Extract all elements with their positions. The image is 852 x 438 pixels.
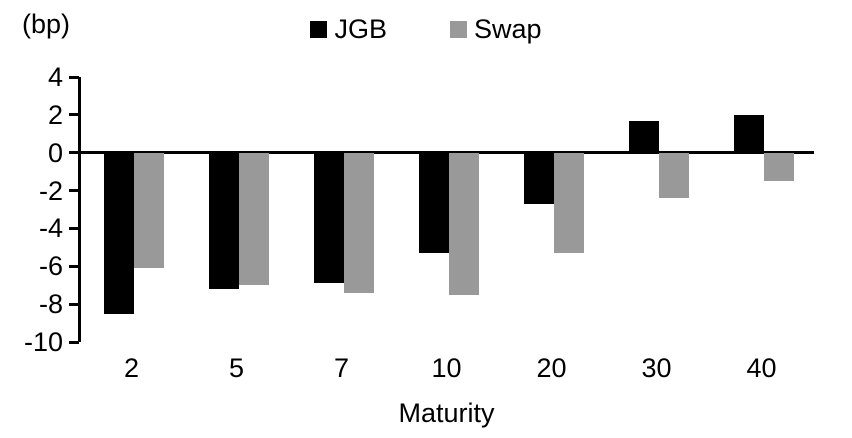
bar-jgb-5: [208, 152, 239, 289]
y-tick: [69, 75, 79, 79]
y-tick-label: -4: [38, 213, 63, 244]
y-tick-label: -6: [38, 251, 63, 282]
x-tick-label: 20: [536, 353, 567, 383]
bar-swap-5: [238, 152, 269, 286]
y-tick: [69, 226, 79, 230]
x-tick-label: 5: [228, 353, 245, 383]
jgb-swatch-icon: [310, 21, 328, 38]
bar-swap-7: [343, 152, 374, 293]
bar-jgb-2: [103, 152, 134, 314]
legend-label-jgb: JGB: [334, 14, 387, 44]
x-tick-label: 40: [746, 353, 777, 383]
y-tick: [69, 264, 79, 268]
y-tick: [69, 189, 79, 193]
y-tick-label: -8: [38, 289, 63, 320]
x-tick-label: 2: [123, 353, 140, 383]
bar-jgb-40: [733, 114, 764, 153]
y-axis-line: [77, 77, 81, 342]
x-tick-label: 10: [431, 353, 462, 383]
x-axis-title: Maturity: [398, 398, 495, 428]
y-tick: [69, 113, 79, 117]
y-tick-label: 4: [47, 62, 63, 92]
bar-jgb-30: [628, 120, 659, 153]
y-tick-label: -2: [38, 175, 63, 206]
y-axis-unit-label: (bp): [22, 9, 71, 39]
bar-swap-30: [658, 152, 689, 199]
x-tick-label: 30: [641, 353, 672, 383]
bar-swap-20: [553, 152, 584, 254]
bar-jgb-10: [418, 152, 449, 254]
x-tick-label: 7: [333, 353, 350, 383]
y-tick-label: 0: [47, 137, 63, 168]
y-tick-label: -10: [23, 327, 63, 357]
bar-jgb-7: [313, 152, 344, 284]
legend: JGB Swap: [0, 16, 852, 43]
y-tick: [69, 302, 79, 306]
legend-label-swap: Swap: [473, 14, 542, 44]
bar-jgb-20: [523, 152, 554, 204]
swap-swatch-icon: [449, 21, 467, 38]
bar-swap-2: [133, 152, 164, 269]
legend-item-swap: Swap: [449, 14, 542, 44]
y-tick: [69, 151, 79, 155]
legend-item-jgb: JGB: [310, 16, 387, 43]
y-tick-label: 2: [47, 99, 63, 130]
y-tick: [69, 340, 79, 344]
bar-swap-40: [763, 152, 794, 182]
bar-swap-10: [448, 152, 479, 295]
